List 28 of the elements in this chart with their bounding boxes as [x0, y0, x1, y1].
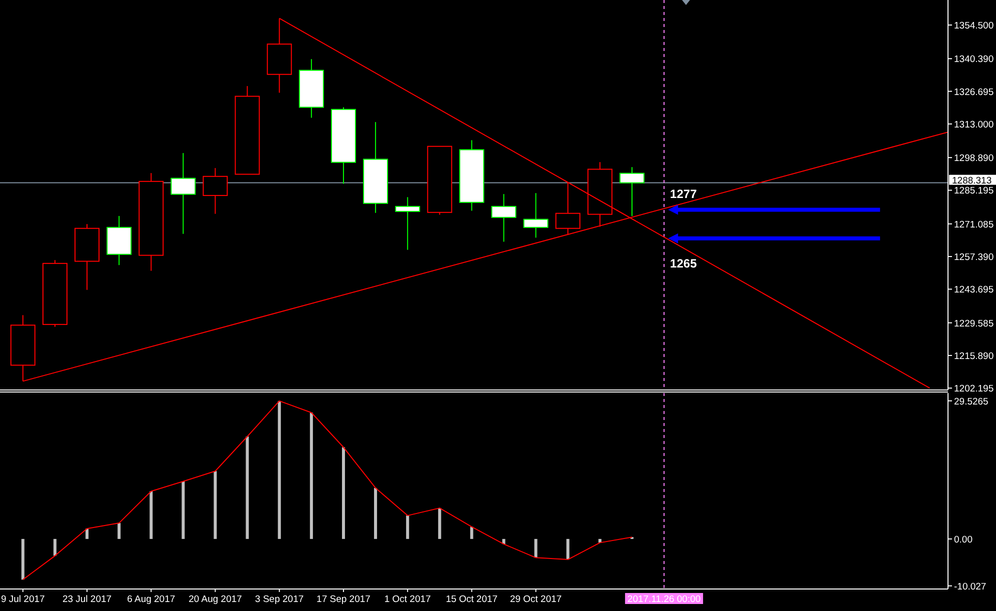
ref-line-label: 2017.11.26 00:00 — [627, 594, 701, 605]
annotation: 1265 — [670, 256, 698, 270]
y-tick-label: 1313.000 — [954, 119, 994, 130]
ref-line-label: 1288.313 — [952, 175, 992, 186]
x-tick-label: 20 Aug 2017 — [188, 594, 242, 605]
annotation: 1277 — [670, 186, 698, 201]
x-tick-label: 9 Jul 2017 — [0, 594, 45, 605]
x-tick-label: 23 Jul 2017 — [62, 594, 112, 605]
x-tick-label: 29 Oct 2017 — [510, 594, 562, 605]
x-tick-label: 17 Sep 2017 — [316, 594, 370, 605]
x-tick-label: 1 Oct 2017 — [384, 594, 431, 605]
x-tick-label: 3 Sep 2017 — [255, 594, 304, 605]
y-tick-label: 1285.195 — [954, 186, 994, 197]
y-tick-label: 0.00 — [954, 534, 972, 546]
y-tick-label: 1215.890 — [954, 350, 994, 362]
y-tick-label: 1298.890 — [954, 153, 994, 164]
x-tick-label: 6 Aug 2017 — [127, 594, 176, 605]
y-tick-label: 1326.695 — [954, 86, 994, 98]
y-tick-label: -10.027 — [954, 581, 986, 592]
y-tick-label: 1243.695 — [954, 284, 994, 296]
y-tick-label: 1271.085 — [954, 219, 994, 230]
y-tick-label: 1340.390 — [954, 54, 994, 66]
y-tick-label: 29.5265 — [954, 396, 988, 408]
y-tick-label: 1229.585 — [954, 318, 994, 330]
x-tick-label: 15 Oct 2017 — [446, 594, 498, 605]
y-tick-label: 1354.500 — [954, 20, 994, 32]
y-tick-label: 1202.195 — [954, 384, 994, 395]
y-tick-label: 1257.390 — [954, 252, 994, 264]
